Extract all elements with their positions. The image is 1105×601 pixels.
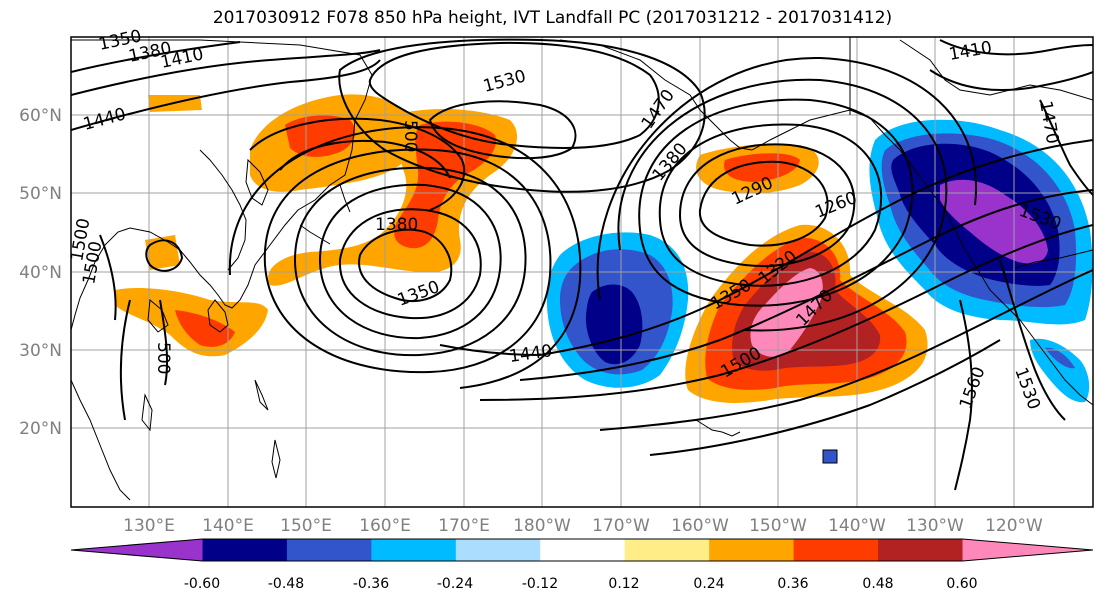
colorbar-tick-label: 0.36 [777,576,808,592]
lon-label: 130°W [906,516,964,536]
lat-label: 60°N [19,106,62,126]
colorbar-tick-label: -0.60 [184,576,220,592]
colorbar-segment [455,539,541,561]
lon-label: 150°E [280,516,332,536]
colorbar-segment [878,539,964,561]
contour-label: 500 [400,120,420,152]
lon-label: 170°W [592,516,650,536]
colorbar-tick-label: -0.24 [437,576,473,592]
latitude-labels: 60°N 50°N 40°N 30°N 20°N [19,106,62,439]
colorbar-tick-label: -0.48 [268,576,304,592]
longitude-labels: 130°E 140°E 150°E 160°E 170°E 180°W 170°… [123,516,1043,536]
map-frame [70,36,1094,508]
colorbar [70,538,1094,562]
colorbar-segment [202,539,288,561]
lon-label: 180°W [513,516,571,536]
colorbar-tick-label: 0.60 [946,576,977,592]
lon-label: 140°E [202,516,254,536]
colorbar-segment [540,539,626,561]
lon-label: 150°W [749,516,807,536]
colorbar-extend-low [71,539,203,561]
lon-label: 160°W [671,516,729,536]
colorbar-outline [70,538,1094,562]
colorbar-segment [793,539,879,561]
lon-label: 160°E [359,516,411,536]
contour-label: 500 [153,342,173,374]
colorbar-extend-high [962,539,1093,561]
lon-label: 170°E [438,516,490,536]
lat-label: 20°N [19,419,62,439]
lon-label: 130°E [123,516,175,536]
colorbar-tick-label: 0.12 [608,576,639,592]
lat-label: 50°N [19,184,62,204]
graticule [71,37,1093,507]
colorbar-tick-label: 0.48 [862,576,893,592]
colorbar-segment [624,539,710,561]
colorbar-tick-labels: -0.60 -0.48 -0.36 -0.24 -0.12 0.12 0.24 … [184,576,978,592]
colorbar-tick-label: 0.24 [693,576,724,592]
lat-label: 40°N [19,263,62,283]
colorbar-tick-label: -0.36 [353,576,389,592]
contour-label: 1380 [375,215,418,235]
lon-label: 120°W [985,516,1043,536]
lat-label: 30°N [19,341,62,361]
colorbar-tick-label: -0.12 [522,576,558,592]
colorbar-segment [709,539,795,561]
map-title: 2017030912 F078 850 hPa height, IVT Land… [212,8,893,28]
colorbar-segment [286,539,372,561]
lon-label: 140°W [828,516,886,536]
map-field [71,37,1093,507]
ivt-negative-shading [546,119,1093,464]
colorbar-segment [371,539,457,561]
height-contours [71,38,1093,491]
